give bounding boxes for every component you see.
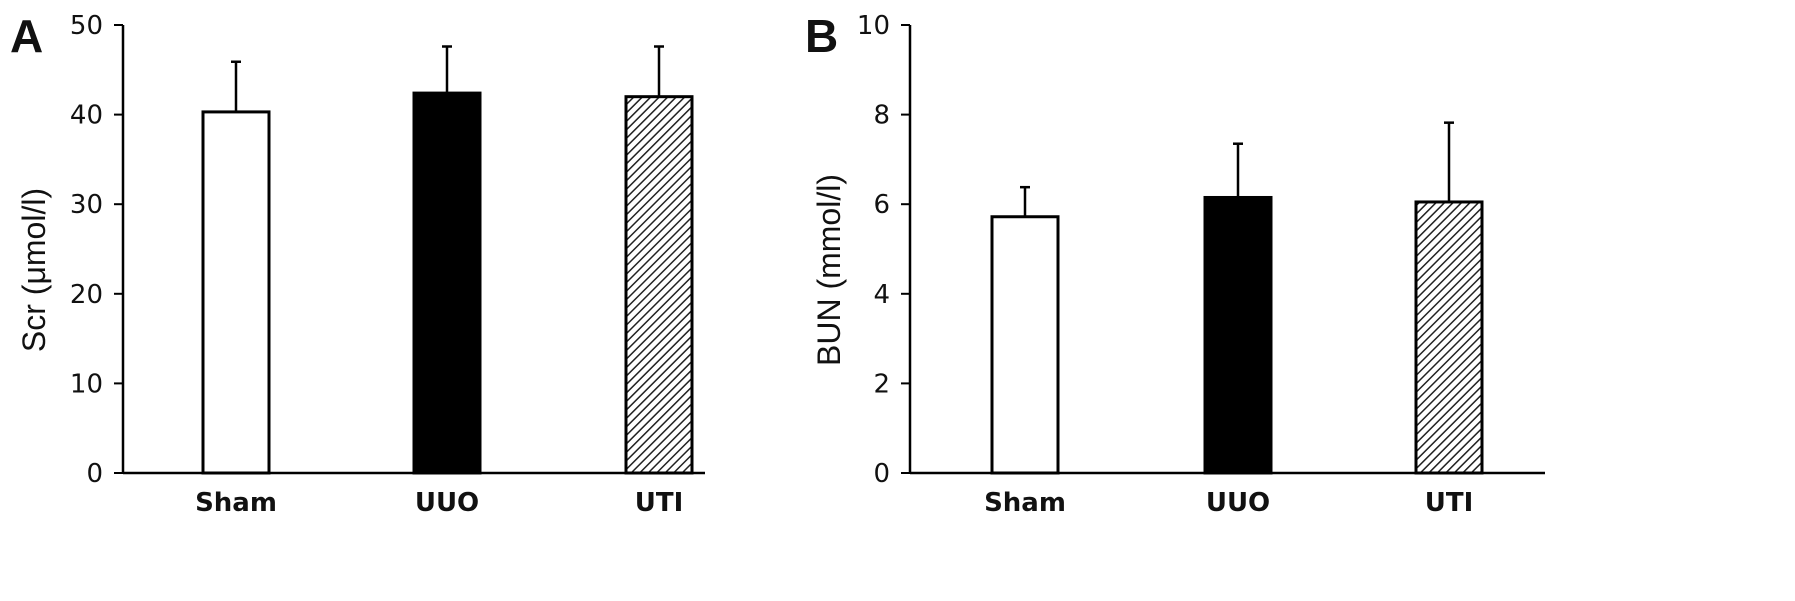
- x-tick-label: UUO: [415, 488, 479, 518]
- chart-panel-a: A Scr (μmol/l) 0 10 20 30 40 50 Sham UUO UTI: [10, 10, 705, 518]
- y-tick-label: 20: [70, 280, 103, 310]
- bar-uuo: [1203, 195, 1273, 475]
- bar-uti: [1414, 200, 1484, 475]
- axes-b: [908, 25, 1545, 475]
- x-tick-label: UUO: [1206, 488, 1270, 518]
- y-ticks-b: 0 2 4 6 8 10: [857, 11, 910, 489]
- x-tick-label: UTI: [1425, 488, 1474, 518]
- bars-a: [201, 45, 694, 475]
- bar-uuo: [412, 91, 482, 475]
- bar-sham: [990, 215, 1060, 475]
- y-tick-label: 2: [873, 369, 890, 399]
- y-tick-label: 6: [873, 190, 890, 220]
- y-tick-label: 8: [873, 101, 890, 131]
- chart-panel-b: B BUN (mmol/l) 0 2 4 6 8 10 Sham UUO UTI: [805, 10, 1545, 518]
- panel-letter-b: B: [805, 10, 838, 62]
- y-axis-title-b: BUN (mmol/l): [811, 174, 847, 366]
- panel-letter-a: A: [10, 10, 43, 62]
- x-tick-labels-a: Sham UUO UTI: [195, 488, 683, 518]
- x-tick-label: Sham: [984, 488, 1066, 518]
- axes-a: [121, 25, 705, 475]
- y-axis-title-a: Scr (μmol/l): [16, 188, 52, 352]
- y-ticks-a: 0 10 20 30 40 50: [70, 11, 123, 489]
- y-tick-label: 30: [70, 190, 103, 220]
- y-tick-label: 50: [70, 11, 103, 41]
- bars-b: [990, 121, 1484, 475]
- y-tick-label: 10: [70, 369, 103, 399]
- y-tick-label: 40: [70, 101, 103, 131]
- bar-uti: [624, 95, 694, 475]
- x-tick-label: Sham: [195, 488, 277, 518]
- y-tick-label: 0: [873, 459, 890, 489]
- x-tick-label: UTI: [635, 488, 684, 518]
- y-tick-label: 10: [857, 11, 890, 41]
- y-tick-label: 0: [86, 459, 103, 489]
- x-tick-labels-b: Sham UUO UTI: [984, 488, 1473, 518]
- y-tick-label: 4: [873, 280, 890, 310]
- bar-sham: [201, 110, 271, 475]
